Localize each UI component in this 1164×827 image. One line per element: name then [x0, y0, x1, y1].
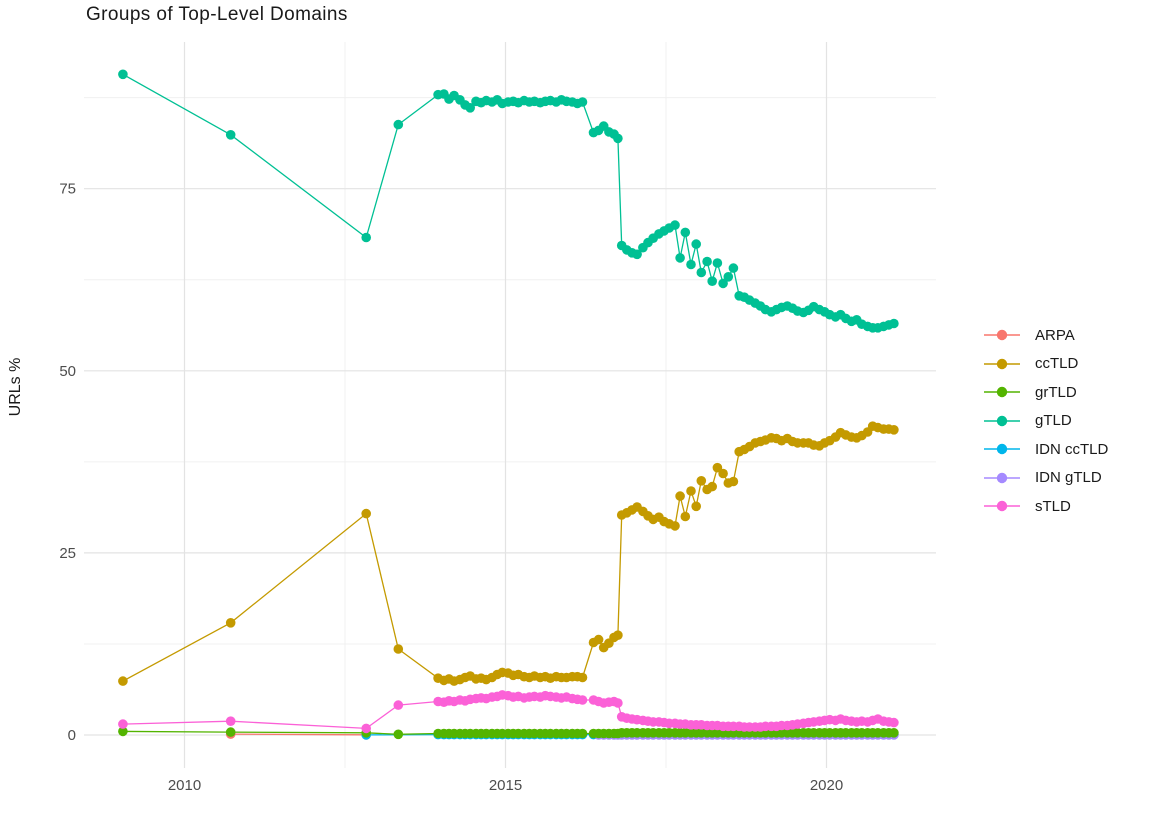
- data-point-stld: [613, 698, 623, 708]
- legend-key-dot: [996, 415, 1008, 426]
- data-point-cctld: [728, 476, 739, 487]
- data-point-grtld: [393, 729, 404, 740]
- data-point-gtld: [686, 259, 696, 270]
- legend-label: ARPA: [1035, 326, 1075, 344]
- legend-key-dot: [996, 472, 1008, 483]
- legend-key-dot: [996, 444, 1008, 455]
- legend-key-dot: [996, 501, 1008, 512]
- x-tick-label: 2010: [168, 777, 201, 794]
- data-point-gtld: [680, 227, 691, 238]
- data-point-gtld: [465, 103, 476, 113]
- data-point-cctld: [696, 476, 707, 486]
- legend-key-dot: [996, 358, 1008, 369]
- data-point-gtld: [577, 97, 588, 107]
- data-point-stld: [118, 719, 128, 729]
- legend: ARPA ccTLD grTLD gTLD IDN ccTLD IDN gTLD sTLD: [982, 321, 1108, 521]
- data-point-gtld: [696, 267, 707, 278]
- data-point-gtld: [118, 69, 128, 80]
- legend-key-icon: [984, 444, 1020, 455]
- data-point-grtld: [225, 727, 236, 737]
- data-point-grtld: [889, 728, 899, 738]
- legend-key-icon: [984, 387, 1020, 398]
- x-tick-label: 2020: [810, 777, 843, 794]
- data-point-gtld: [393, 119, 404, 130]
- data-point-stld: [393, 700, 404, 710]
- data-point-cctld: [593, 634, 604, 645]
- data-point-cctld: [118, 676, 128, 686]
- data-point-cctld: [691, 501, 701, 512]
- data-point-stld: [361, 723, 372, 734]
- legend-item-grtld: grTLD: [982, 378, 1108, 407]
- series-line-arpa: [230, 733, 367, 736]
- y-tick-label: 75: [59, 181, 76, 198]
- x-tick-label: 2015: [489, 777, 522, 794]
- data-point-stld: [225, 716, 236, 726]
- data-point-cctld: [686, 486, 696, 496]
- data-point-gtld: [632, 249, 642, 260]
- data-point-cctld: [718, 468, 728, 479]
- legend-label: ccTLD: [1035, 355, 1079, 373]
- data-point-cctld: [670, 521, 680, 531]
- data-point-cctld: [675, 491, 685, 501]
- chart-title: Groups of Top-Level Domains: [86, 4, 348, 25]
- series-line-cctld: [122, 425, 894, 682]
- data-point-stld: [889, 717, 899, 728]
- legend-label: sTLD: [1035, 497, 1071, 515]
- legend-label: IDN ccTLD: [1035, 440, 1109, 458]
- data-point-cctld: [393, 644, 404, 654]
- legend-key-icon: [984, 415, 1020, 426]
- data-point-gtld: [889, 318, 899, 329]
- data-point-gtld: [670, 220, 680, 230]
- legend-key-icon: [984, 358, 1020, 369]
- data-point-gtld: [691, 239, 701, 249]
- data-point-gtld: [723, 272, 734, 282]
- legend-item-stld: sTLD: [982, 492, 1108, 521]
- data-point-gtld: [675, 253, 685, 263]
- legend-label: IDN gTLD: [1035, 469, 1102, 487]
- data-point-gtld: [613, 133, 623, 144]
- data-point-gtld: [361, 232, 372, 243]
- data-point-cctld: [707, 481, 717, 492]
- series-line-gtld: [122, 73, 895, 329]
- data-point-grtld: [577, 728, 588, 739]
- legend-key-dot: [996, 330, 1008, 341]
- data-point-gtld: [225, 130, 236, 140]
- legend-item-cctld: ccTLD: [982, 350, 1108, 379]
- data-point-cctld: [889, 425, 899, 435]
- data-point-gtld: [707, 276, 717, 287]
- data-point-cctld: [361, 508, 372, 519]
- legend-key-icon: [984, 330, 1020, 341]
- legend-label: gTLD: [1035, 412, 1072, 430]
- data-point-cctld: [577, 672, 588, 683]
- legend-key-icon: [984, 501, 1020, 512]
- y-tick-label: 25: [59, 545, 76, 562]
- y-tick-label: 0: [68, 727, 76, 744]
- data-point-gtld: [702, 256, 712, 267]
- data-point-grtld: [118, 726, 128, 737]
- legend-key-dot: [996, 387, 1008, 398]
- data-point-stld: [577, 695, 588, 705]
- legend-item-idn-cctld: IDN ccTLD: [982, 435, 1108, 464]
- legend-item-arpa: ARPA: [982, 321, 1108, 350]
- data-point-cctld: [613, 630, 623, 640]
- legend-key-icon: [984, 472, 1020, 483]
- data-point-gtld: [728, 263, 739, 273]
- data-point-cctld: [225, 618, 236, 628]
- data-point-cctld: [680, 511, 691, 522]
- data-point-gtld: [718, 278, 728, 289]
- legend-label: grTLD: [1035, 383, 1077, 401]
- legend-item-idn-gtld: IDN gTLD: [982, 464, 1108, 493]
- y-tick-label: 50: [59, 363, 76, 380]
- data-point-gtld: [712, 258, 723, 268]
- legend-item-gtld: gTLD: [982, 407, 1108, 436]
